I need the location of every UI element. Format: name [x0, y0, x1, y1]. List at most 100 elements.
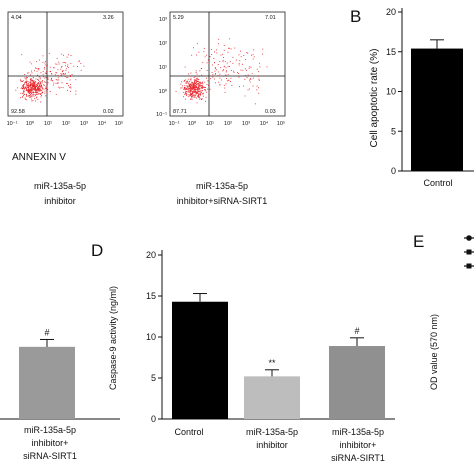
- flow-dot: [53, 84, 54, 86]
- flow-dot: [23, 85, 24, 87]
- flow-dot: [29, 79, 31, 81]
- flow-dot: [184, 80, 185, 81]
- flow-dot: [49, 91, 51, 92]
- panel-d: D Caspase-9 activity (ng/ml) 0 5 10 15 20 **…: [91, 241, 395, 463]
- flow-dot: [34, 86, 36, 87]
- plot-1-q3: 92.58: [11, 109, 25, 115]
- flow-dot: [36, 91, 38, 93]
- flow-dot: [223, 45, 225, 46]
- flow-dot: [35, 94, 36, 96]
- flow-dot: [21, 87, 23, 88]
- flow-dot: [33, 89, 35, 91]
- flow-dot: [183, 89, 185, 90]
- flow-dot: [245, 68, 246, 70]
- flow-dot: [184, 93, 186, 95]
- flow-dot: [44, 68, 46, 70]
- flow-dot: [223, 49, 225, 51]
- flow-dot: [32, 100, 34, 102]
- flow-dot: [37, 93, 39, 95]
- flow-dot: [30, 79, 32, 81]
- flow-dot: [38, 68, 40, 69]
- flow-dot: [47, 64, 48, 66]
- flow-dot: [37, 99, 39, 100]
- flow-dot: [215, 49, 217, 51]
- flow-dot: [198, 93, 200, 95]
- flow-dot: [66, 83, 67, 84]
- flow-dot: [65, 68, 67, 70]
- flow-dot: [223, 66, 225, 68]
- flow-dot: [207, 80, 209, 82]
- panel-d-bars: ** #: [172, 293, 385, 419]
- flow-dot: [37, 83, 39, 84]
- flow-dot: [196, 102, 198, 104]
- flow-dot: [27, 95, 29, 97]
- flow-dot: [220, 54, 222, 56]
- flow-dot: [41, 81, 43, 82]
- flow-dot: [202, 87, 203, 89]
- flow-dot: [25, 84, 27, 86]
- flow-dot: [201, 85, 203, 87]
- flow-dot: [262, 48, 264, 50]
- flow-dot: [196, 88, 197, 90]
- flow-dot: [201, 68, 203, 69]
- flow-dot: [49, 66, 51, 68]
- flow-dot: [191, 98, 193, 100]
- flow-dot: [202, 83, 204, 85]
- flow-dot: [246, 69, 247, 71]
- flow-dot: [191, 84, 192, 86]
- flow-dot: [28, 84, 29, 86]
- flow-dot: [40, 96, 42, 98]
- flow-dot: [191, 88, 193, 90]
- flow-dot: [215, 69, 217, 71]
- flow-dot: [190, 75, 192, 77]
- flow-dot: [36, 67, 38, 69]
- flow-dot: [199, 94, 201, 96]
- flow-dot: [197, 90, 199, 92]
- flow-dot: [216, 52, 218, 54]
- flow-dot: [183, 80, 185, 82]
- plot-2-frame: [169, 11, 286, 117]
- flow-dot: [80, 69, 82, 71]
- flow-dot: [69, 75, 71, 76]
- panel-e-partial: E OD value (570 nm): [413, 232, 474, 390]
- plot-1-frame: [7, 11, 124, 117]
- flow-dot: [35, 84, 37, 86]
- flow-dot: [35, 82, 37, 84]
- flow-dot: [27, 90, 28, 91]
- flow-dot: [32, 79, 33, 81]
- flow-dot: [196, 93, 197, 94]
- flow-dot: [196, 89, 198, 91]
- plot-1-xtick: 10⁴: [98, 120, 107, 127]
- flow-dot: [30, 93, 32, 95]
- flow-dot: [34, 94, 36, 95]
- flow-dot: [35, 89, 37, 91]
- flow-dot: [188, 83, 190, 85]
- flow-dot: [185, 87, 187, 89]
- flow-dot: [184, 87, 186, 89]
- flow-dot: [195, 80, 197, 81]
- flow-dot: [189, 79, 191, 81]
- flow-dot: [202, 81, 204, 83]
- flow-dot: [30, 98, 32, 100]
- bar: [411, 48, 463, 171]
- flow-dot: [29, 90, 31, 92]
- flow-dot: [214, 78, 215, 80]
- flow-dot: [36, 97, 37, 99]
- flow-dot: [28, 84, 30, 86]
- flow-dot: [55, 83, 57, 85]
- flow-dot: [190, 72, 192, 74]
- flow-dot: [32, 85, 34, 87]
- flow-dot: [195, 94, 196, 96]
- flow-dot: [67, 83, 69, 84]
- flow-dot: [188, 73, 189, 75]
- flow-dot: [61, 74, 63, 76]
- flow-dot: [75, 79, 77, 81]
- flow-dot: [44, 72, 46, 74]
- flow-dot: [252, 85, 254, 87]
- flow-dot: [22, 84, 24, 86]
- flow-dot: [191, 88, 193, 90]
- flow-dot: [38, 76, 40, 78]
- flow-dot: [254, 103, 256, 105]
- flow-dot: [219, 61, 221, 63]
- flow-dot: [215, 82, 216, 84]
